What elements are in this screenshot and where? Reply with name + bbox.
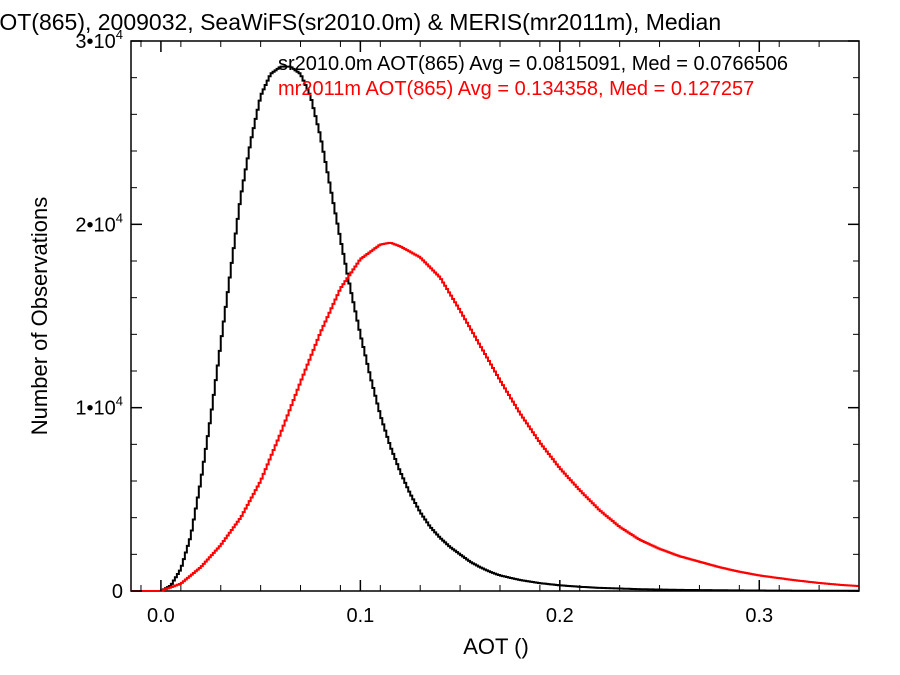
- y-tick-label: 0: [112, 581, 123, 603]
- legend-annotation-black: sr2010.0m AOT(865) Avg = 0.0815091, Med …: [278, 53, 788, 75]
- x-axis-label: AOT (): [463, 634, 529, 659]
- chart-title: AOT(865), 2009032, SeaWiFS(sr2010.0m) & …: [0, 9, 721, 35]
- legend-annotation-red: mr2011m AOT(865) Avg = 0.134358, Med = 0…: [278, 78, 754, 100]
- x-tick-label: 0.1: [346, 605, 374, 627]
- series-line-red: [131, 241, 859, 592]
- y-tick-label: 2•104: [75, 210, 123, 236]
- y-axis-label: Number of Observations: [27, 197, 52, 435]
- y-tick-label: 1•104: [75, 394, 123, 420]
- plot-area: 0.0 0.1 0.2 0.3 0 1•104 2•104 3•104: [75, 27, 860, 627]
- series-line-black: [131, 65, 859, 592]
- x-tick-label: 0.3: [745, 605, 773, 627]
- y-tick-label: 3•104: [75, 27, 123, 53]
- x-tick-label: 0.0: [147, 605, 175, 627]
- x-tick-label: 0.2: [546, 605, 574, 627]
- plot-frame: [130, 40, 860, 592]
